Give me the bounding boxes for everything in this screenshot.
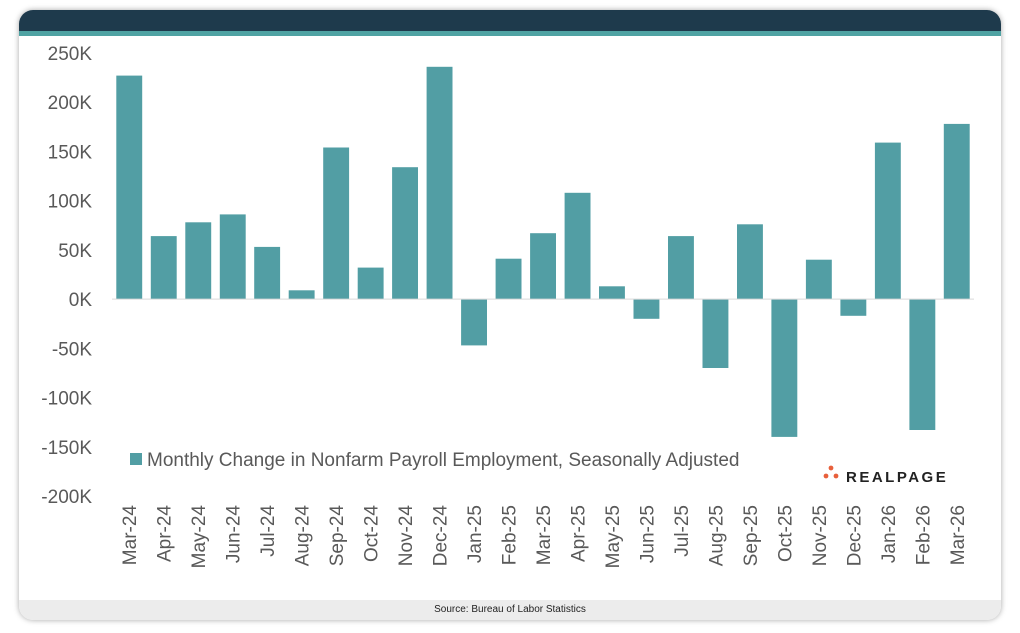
bar: [599, 286, 625, 300]
legend-label: Monthly Change in Nonfarm Payroll Employ…: [147, 450, 739, 471]
x-tick-label: Sep-24: [327, 505, 348, 567]
x-tick-label: Jun-25: [637, 505, 658, 563]
y-tick-label: 50K: [58, 241, 92, 262]
x-tick-label: Mar-24: [120, 505, 141, 566]
bar: [495, 258, 522, 300]
bar: [874, 142, 901, 300]
x-tick-label: Feb-25: [500, 505, 521, 565]
bar: [185, 222, 212, 300]
y-tick-label: 100K: [48, 192, 93, 213]
bar: [288, 290, 315, 300]
bar: [150, 236, 177, 300]
bar: [357, 267, 384, 300]
source-footer: Source: Bureau of Labor Statistics: [19, 600, 1001, 620]
x-tick-label: Oct-24: [362, 505, 383, 562]
bar: [702, 299, 729, 368]
bar: [323, 147, 350, 300]
x-tick-label: Jan-25: [465, 505, 486, 563]
bar: [219, 214, 246, 300]
bar-series: [116, 66, 970, 437]
y-tick-label: 0K: [69, 290, 93, 311]
x-tick-label: Apr-24: [155, 505, 176, 562]
bar: [668, 236, 694, 300]
y-tick-label: -150K: [41, 438, 92, 459]
y-tick-label: -50K: [52, 339, 92, 360]
x-tick-label: Dec-25: [844, 505, 865, 566]
bar-chart: 250K 200K 150K 100K 50K 0K -50K -100K -150K -200K…: [41, 44, 974, 569]
chart-card: 250K 200K 150K 100K 50K 0K -50K -100K -150K -200K…: [19, 10, 1001, 620]
logo-text: REALPAGE: [846, 469, 948, 486]
bar: [392, 167, 418, 300]
y-tick-label: -200K: [41, 487, 92, 508]
source-note: Source: Bureau of Labor Statistics: [434, 604, 586, 615]
bar: [737, 224, 763, 300]
bar: [771, 299, 798, 437]
x-tick-label: Dec-24: [431, 505, 452, 567]
x-tick-label: Jun-24: [224, 505, 245, 564]
x-tick-label: Mar-25: [534, 505, 555, 565]
bar: [426, 66, 453, 300]
y-tick-label: 150K: [48, 142, 93, 163]
bar: [633, 299, 660, 319]
bar: [564, 192, 591, 300]
x-tick-label: Jul-24: [258, 505, 279, 557]
header-bar: [19, 10, 1001, 36]
y-tick-label: 250K: [48, 44, 93, 65]
x-tick-label: Oct-25: [775, 505, 796, 562]
x-tick-label: Jul-25: [672, 505, 693, 557]
logo-dot: [833, 473, 839, 479]
x-tick-label: Nov-25: [810, 505, 831, 566]
x-tick-label: Feb-26: [913, 505, 934, 565]
logo-dot: [823, 473, 829, 479]
x-axis: Mar-24 Apr-24 May-24 Jun-24 Jul-24 Aug-24 Sep-…: [120, 505, 969, 569]
bar: [805, 259, 832, 300]
x-tick-label: Nov-24: [396, 505, 417, 567]
y-tick-label: -100K: [41, 389, 92, 410]
x-tick-label: Mar-26: [948, 505, 969, 565]
x-tick-label: Sep-25: [741, 505, 762, 566]
x-tick-label: Aug-24: [293, 505, 314, 567]
header-band: [19, 10, 1001, 31]
legend-swatch: [130, 453, 142, 465]
realpage-logo: REALPAGE: [823, 465, 948, 486]
bar: [254, 246, 281, 300]
bar: [943, 123, 970, 300]
y-tick-label: 200K: [48, 93, 93, 114]
x-tick-label: Apr-25: [569, 505, 590, 562]
bar: [909, 299, 936, 430]
logo-dot: [828, 465, 834, 471]
bar: [116, 75, 143, 300]
legend: Monthly Change in Nonfarm Payroll Employ…: [130, 450, 739, 471]
y-axis: 250K 200K 150K 100K 50K 0K -50K -100K -150K -200K: [41, 44, 92, 508]
header-accent-stripe: [19, 31, 1001, 36]
x-tick-label: Jan-26: [879, 505, 900, 563]
x-tick-label: May-24: [189, 505, 210, 569]
bar: [530, 233, 556, 300]
bar: [840, 299, 867, 316]
x-tick-label: Aug-25: [706, 505, 727, 566]
x-tick-label: May-25: [603, 505, 624, 568]
bar: [461, 299, 487, 346]
